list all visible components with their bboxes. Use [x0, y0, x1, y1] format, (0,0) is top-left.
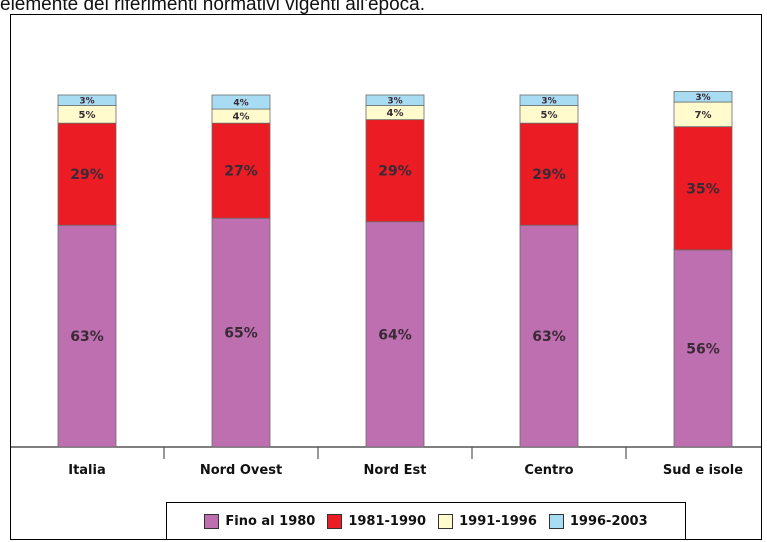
stacked-bar-chart: 63% 29% 5% 3% Italia 65% 27% 4% 4% Nord Ovest 64% 2…: [11, 91, 761, 478]
data-label: 3%: [541, 97, 556, 107]
chart-legend: Fino al 1980 1981-1990 1991-1996 1996-2003: [166, 502, 686, 540]
legend-swatch: [548, 513, 564, 529]
data-label: 3%: [79, 97, 94, 107]
bar-segment: [211, 122, 271, 219]
data-label: 27%: [224, 164, 258, 180]
bar-segment: [519, 94, 579, 106]
legend-swatch: [327, 513, 343, 529]
data-label: 3%: [387, 97, 402, 107]
data-label: 5%: [541, 110, 558, 121]
data-label: 65%: [224, 326, 258, 342]
data-label: 29%: [378, 164, 412, 180]
data-label: 5%: [79, 110, 96, 121]
data-label: 56%: [686, 341, 720, 357]
category-label: Sud e isole: [663, 463, 743, 478]
data-label: 29%: [70, 167, 104, 183]
legend-item: 1996-2003: [548, 513, 648, 529]
bar-segment: [673, 249, 733, 448]
data-label: 29%: [532, 167, 566, 183]
bar-segment: [57, 94, 117, 106]
legend-label: 1981-1990: [348, 513, 427, 529]
data-label: 63%: [532, 329, 566, 345]
category-label: Nord Est: [364, 463, 427, 478]
legend-item: 1991-1996: [438, 513, 537, 529]
bar-segment: [673, 91, 733, 103]
data-label: 63%: [70, 329, 104, 345]
data-label: 7%: [695, 110, 712, 121]
bar-segment: [673, 126, 733, 251]
legend-item: Fino al 1980: [204, 513, 316, 529]
legend-label: 1996-2003: [569, 513, 648, 529]
category-label: Nord Ovest: [200, 463, 282, 478]
bar-segment: [57, 224, 117, 448]
bar-segment: [673, 101, 733, 128]
data-label: 35%: [686, 181, 720, 197]
chart-frame: 63% 29% 5% 3% Italia 65% 27% 4% 4% Nord Ovest 64% 2…: [10, 14, 762, 540]
bar-segment: [519, 224, 579, 448]
bar-segment: [211, 217, 271, 448]
legend-label: Fino al 1980: [225, 513, 316, 529]
bar-segment: [365, 221, 425, 448]
data-label: 4%: [233, 112, 250, 123]
category-label: Centro: [524, 463, 573, 478]
legend-label: 1991-1996: [459, 513, 537, 529]
top-caption: elemente dei riferimenti normativi vigen…: [0, 0, 425, 15]
data-label: 64%: [378, 327, 412, 343]
data-label: 4%: [233, 98, 248, 108]
data-label: 3%: [695, 93, 710, 103]
bar-segment: [211, 94, 271, 110]
legend-swatch: [438, 513, 454, 529]
bar-segment: [365, 94, 425, 106]
legend-item: 1981-1990: [327, 513, 427, 529]
category-label: Italia: [68, 463, 106, 478]
bar-segment: [57, 122, 117, 226]
bar-segment: [365, 119, 425, 223]
legend-swatch: [204, 513, 220, 529]
data-label: 4%: [387, 108, 404, 119]
